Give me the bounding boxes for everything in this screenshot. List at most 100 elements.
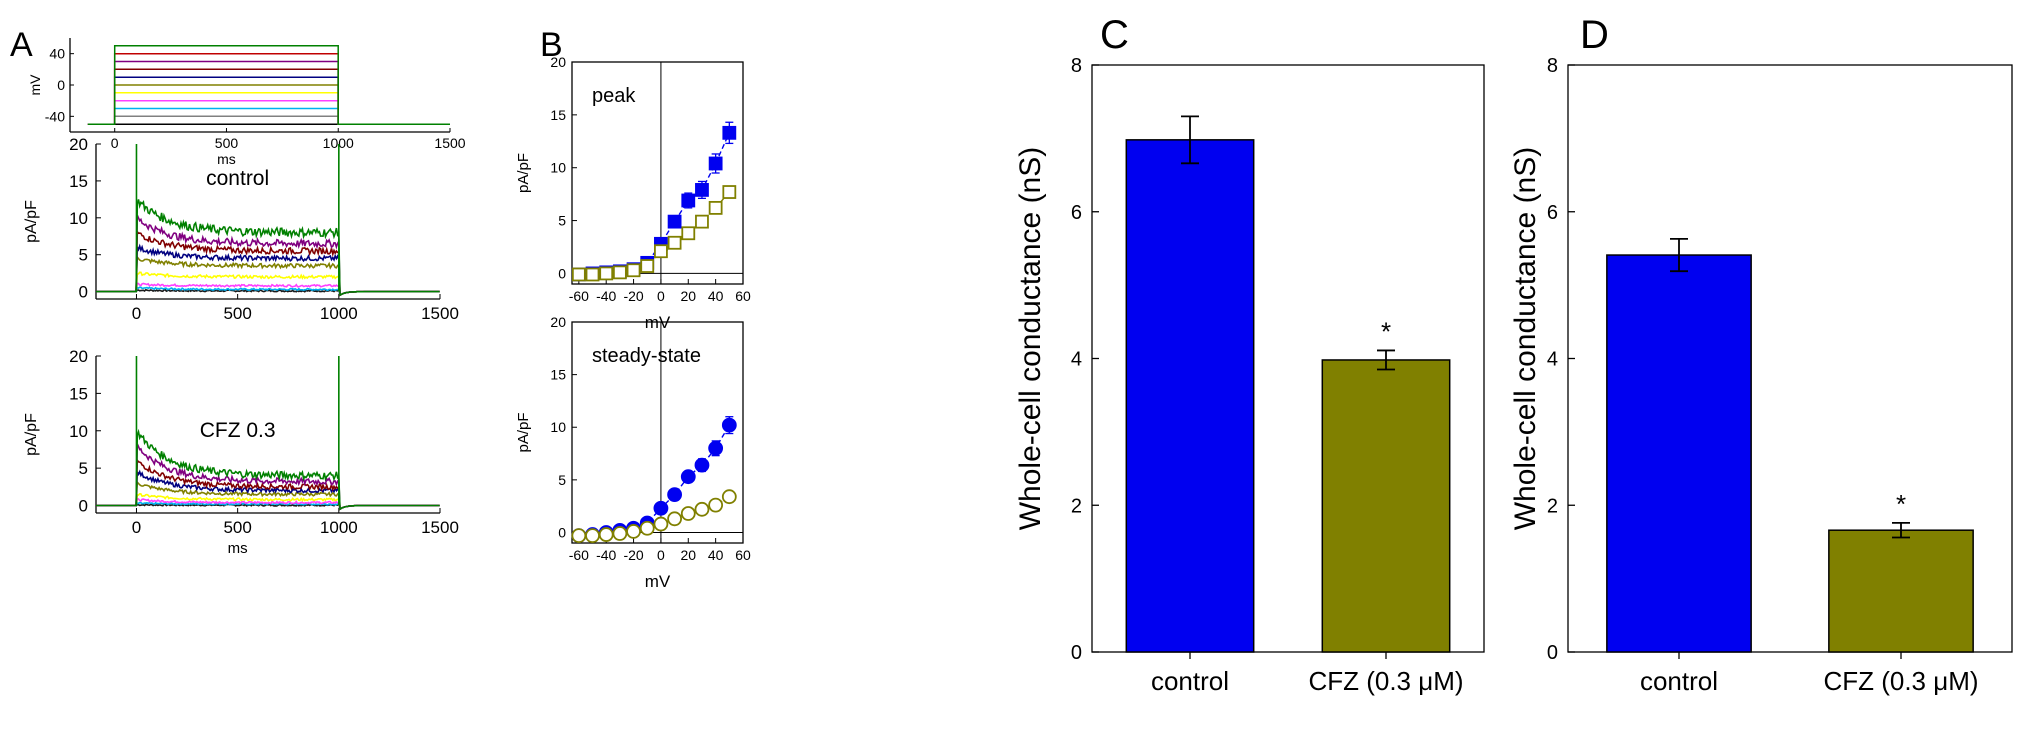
protocol-step-trace	[87, 99, 450, 125]
iv-data-point	[708, 440, 724, 456]
steady-state-iv-chart: -60 -40 -20 0 20 40 60 0 5 10 15 20 mV pA/pF steady-st…	[515, 314, 751, 591]
panel-label-d: D	[1580, 13, 1609, 57]
bar	[1606, 254, 1752, 653]
y-tick-label: 15	[69, 172, 88, 191]
iv-panel-title: peak	[592, 85, 636, 107]
y-tick-label: 15	[550, 107, 566, 123]
y-tick-label: 0	[558, 265, 566, 281]
x-tick-label: 1000	[323, 135, 354, 151]
iv-series-line	[578, 424, 730, 537]
y-axis-label: pA/pF	[515, 412, 532, 452]
y-axis-label: pA/pF	[23, 413, 40, 456]
bar	[1125, 139, 1255, 653]
voltage-protocol-chart: 0 500 1000 1500 -40 0 40 ms mV	[27, 38, 466, 167]
iv-data-point	[722, 125, 737, 140]
iv-data-point	[708, 497, 724, 513]
y-axis-label: pA/pF	[515, 153, 532, 193]
plot-frame	[571, 321, 744, 544]
panel-label-b: B	[540, 26, 563, 64]
iv-data-point	[680, 469, 696, 485]
significance-marker: *	[1381, 316, 1391, 346]
iv-data-point	[626, 263, 641, 278]
iv-data-point	[571, 528, 587, 544]
iv-data-point	[612, 265, 627, 280]
y-tick-label: 10	[69, 209, 88, 228]
protocol-step-trace	[87, 84, 450, 125]
iv-data-point	[694, 457, 710, 473]
y-tick-label: 8	[1071, 55, 1082, 77]
bar	[1321, 359, 1451, 653]
y-tick-label: 10	[69, 422, 88, 441]
iv-data-point	[585, 267, 600, 282]
category-label: control	[1640, 666, 1718, 696]
conductance-bar-chart-d: 0 2 4 6 8 Whole-cell conductance (nS) control C…	[1509, 55, 2013, 696]
x-tick-label: -40	[596, 547, 616, 563]
panel-label-a: A	[10, 26, 33, 64]
panel-label-c: C	[1100, 13, 1129, 57]
current-trace	[96, 214, 440, 297]
iv-data-point	[654, 244, 668, 259]
y-tick-label: 5	[79, 246, 88, 265]
y-axis-label: mV	[27, 74, 43, 96]
y-tick-label: 20	[69, 135, 88, 154]
y-tick-label: 0	[79, 497, 88, 516]
x-tick-label: 40	[708, 547, 724, 563]
category-label: CFZ (0.3 μM)	[1308, 666, 1463, 696]
x-tick-label: 20	[680, 288, 696, 304]
y-tick-label: 15	[550, 367, 566, 383]
y-tick-label: 2	[1071, 495, 1082, 517]
y-tick-label: 2	[1547, 495, 1558, 517]
x-tick-label: -20	[623, 547, 643, 563]
iv-data-point	[639, 520, 655, 536]
y-tick-label: 0	[57, 77, 65, 93]
x-tick-label: 40	[708, 288, 724, 304]
iv-data-point	[612, 526, 628, 541]
iv-data-point	[667, 214, 682, 229]
iv-data-point	[721, 417, 737, 433]
y-tick-label: 0	[79, 283, 88, 302]
iv-data-point	[695, 183, 709, 197]
x-tick-label: -60	[569, 288, 589, 304]
x-tick-label: 60	[735, 547, 751, 563]
protocol-step-trace	[87, 52, 450, 125]
y-tick-label: 6	[1547, 202, 1558, 224]
y-axis-label: Whole-cell conductance (nS)	[1509, 147, 1542, 531]
x-tick-label: 0	[657, 547, 665, 563]
iv-data-point	[695, 214, 709, 229]
current-trace	[96, 199, 440, 297]
category-label: CFZ (0.3 μM)	[1823, 666, 1978, 696]
y-tick-label: 0	[1071, 642, 1082, 664]
iv-data-point	[680, 506, 696, 521]
x-tick-label: 1500	[421, 518, 459, 537]
y-tick-label: 20	[550, 314, 566, 330]
current-trace	[96, 492, 440, 511]
y-tick-label: 6	[1071, 202, 1082, 224]
y-tick-label: 10	[550, 160, 566, 176]
x-tick-label: 0	[111, 135, 119, 151]
y-tick-label: 20	[69, 347, 88, 366]
y-tick-label: 5	[558, 212, 566, 228]
trace-panel-title: control	[206, 167, 269, 190]
y-tick-label: 0	[1547, 642, 1558, 664]
y-tick-label: -40	[45, 108, 65, 124]
y-tick-label: 8	[1547, 55, 1558, 77]
iv-data-point	[598, 527, 614, 542]
y-tick-label: 20	[550, 54, 566, 70]
plot-frame	[571, 61, 744, 285]
iv-data-point	[681, 193, 696, 208]
y-axis-label: pA/pF	[23, 200, 40, 243]
y-tick-label: 4	[1071, 349, 1082, 371]
y-tick-label: 15	[69, 384, 88, 403]
x-tick-label: 0	[132, 518, 141, 537]
iv-data-point	[599, 266, 614, 281]
y-tick-label: 10	[550, 419, 566, 435]
x-tick-label: -40	[596, 288, 616, 304]
trace-panel-title: CFZ 0.3	[200, 419, 276, 442]
y-axis-label: Whole-cell conductance (nS)	[1014, 147, 1047, 531]
iv-data-point	[653, 516, 669, 532]
x-axis-label: ms	[228, 540, 248, 557]
category-label: control	[1151, 666, 1229, 696]
iv-data-point	[722, 185, 737, 199]
